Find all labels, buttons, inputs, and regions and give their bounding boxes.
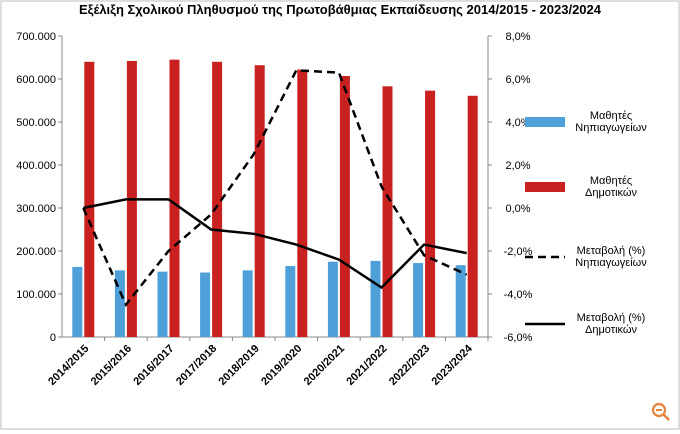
y2-tick-label: 2,0% [505,160,530,172]
legend-item: Μεταβολή (%) Νηπιαγωγείων [525,245,675,269]
legend-item: Μαθητές Νηπιαγωγείων [525,110,675,134]
x-tick-label: 2021/2022 [344,343,389,388]
legend-item: Μεταβολή (%) Δημοτικών [525,312,675,336]
bar [169,59,180,338]
legend-item: Μαθητές Δημοτικών [525,175,675,199]
bar [413,263,424,337]
x-tick-label: 2014/2015 [46,343,91,388]
y2-tick-label: -6,0% [504,332,533,344]
legend-swatch [525,255,565,259]
bar [157,271,168,337]
y2-tick-label: 4,0% [505,117,530,129]
bar [212,61,223,338]
bar [382,86,393,337]
x-tick-label: 2022/2023 [387,343,432,388]
legend-swatch [525,117,565,127]
bar [200,272,211,337]
bar [254,65,265,338]
x-tick-label: 2020/2021 [302,343,347,388]
bar [114,270,125,337]
legend-swatch [525,182,565,192]
legend-swatch-fill [525,182,565,192]
chart-title: Εξέλιξη Σχολικού Πληθυσμού της Πρωτοβάθμ… [79,2,602,17]
x-tick-label: 2017/2018 [174,343,219,388]
y2-tick-label: 8,0% [505,31,530,43]
x-tick-label: 2023/2024 [430,342,476,388]
y2-tick-label: 0,0% [505,203,530,215]
legend-label: Μεταβολή (%) Δημοτικών [576,312,646,336]
bar [327,261,338,337]
line [82,69,468,308]
bar [297,69,308,337]
bar [285,266,296,337]
bar [242,270,253,337]
x-tick-label: 2016/2017 [131,343,176,388]
y2-tick-label: 6,0% [505,74,530,86]
legend-label: Μαθητές Δημοτικών [584,175,637,199]
bar [425,90,436,337]
bar [72,266,83,337]
y-tick-label: 0 [50,332,56,344]
legend-label: Μεταβολή (%) Νηπιαγωγείων [575,245,647,269]
legend-swatch [525,322,565,326]
y2-tick-label: -2,0% [504,246,533,258]
y-tick-label: 300.000 [16,203,56,215]
y-tick-label: 500.000 [16,117,56,129]
legend-swatch-fill [525,117,565,127]
bar [455,265,466,337]
x-tick-label: 2018/2019 [217,343,262,388]
bar [467,95,478,338]
bar [370,260,381,337]
y-tick-label: 400.000 [16,160,56,172]
y-tick-label: 100.000 [16,289,56,301]
line [83,198,467,290]
x-tick-label: 2019/2020 [259,343,304,388]
zoom-icon[interactable] [651,402,670,421]
y-tick-label: 200.000 [16,246,56,258]
x-tick-label: 2015/2016 [89,343,134,388]
bar [84,61,95,338]
y-tick-label: 700.000 [16,31,56,43]
y2-tick-label: -4,0% [504,289,533,301]
y-tick-label: 600.000 [16,74,56,86]
legend-label: Μαθητές Νηπιαγωγείων [575,110,647,134]
bar [339,75,350,338]
